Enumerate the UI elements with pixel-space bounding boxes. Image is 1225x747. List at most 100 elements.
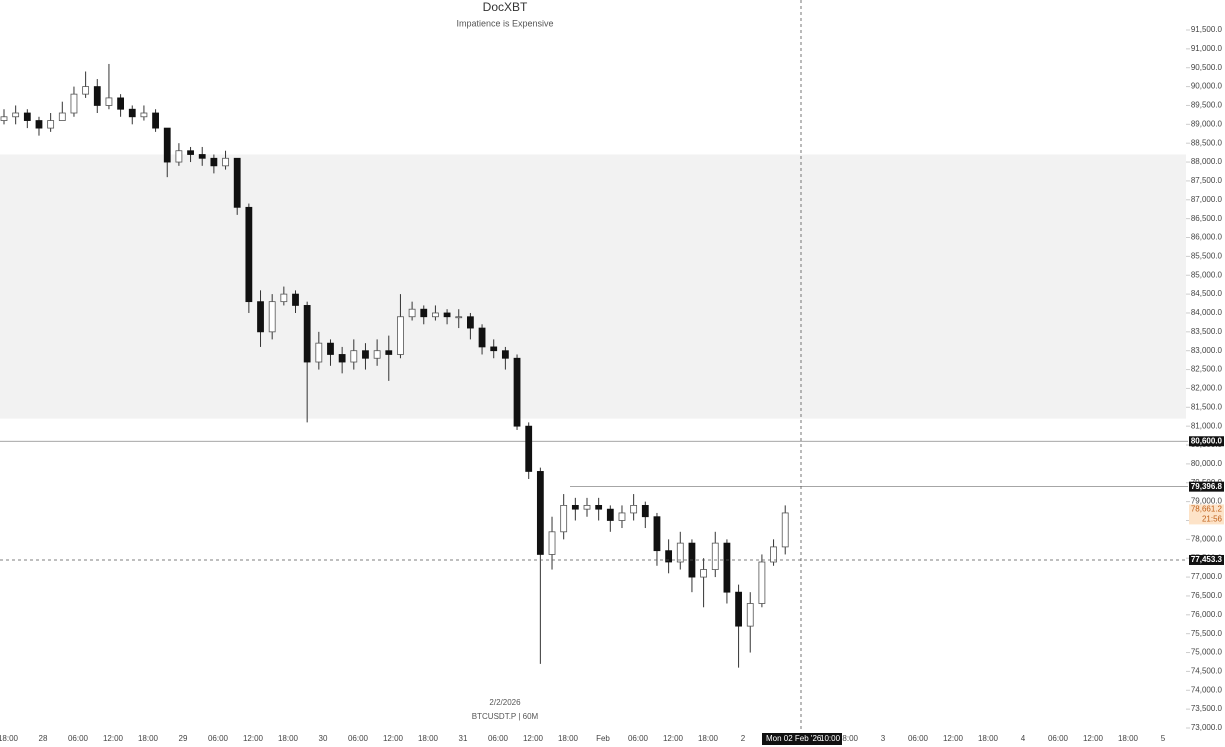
x-tick-label: 4 bbox=[1021, 734, 1026, 743]
x-tick-label: 12:00 bbox=[103, 734, 124, 743]
y-tick-label: 81,000.0 bbox=[1191, 421, 1223, 430]
y-tick-label: 87,500.0 bbox=[1191, 176, 1223, 185]
candle-body bbox=[117, 97, 124, 110]
level-box bbox=[1189, 436, 1224, 447]
candle-body bbox=[641, 504, 649, 518]
candle-body bbox=[23, 112, 31, 121]
candle-body bbox=[210, 157, 218, 167]
candle-body bbox=[163, 127, 171, 163]
x-tick-label: Feb bbox=[596, 734, 610, 743]
y-tick-label: 75,500.0 bbox=[1191, 629, 1223, 638]
y-tick-label: 80,000.0 bbox=[1191, 459, 1223, 468]
x-tick-label: 18:00 bbox=[558, 734, 579, 743]
y-tick-label: 77,000.0 bbox=[1191, 572, 1223, 581]
y-tick-label: 84,500.0 bbox=[1191, 289, 1223, 298]
candle-body bbox=[140, 112, 148, 118]
crosshair-price-label: 77,453.3 bbox=[1191, 555, 1223, 564]
x-tick-label: 06:00 bbox=[348, 734, 369, 743]
y-tick-label: 91,000.0 bbox=[1191, 44, 1223, 53]
y-tick-label: 83,000.0 bbox=[1191, 346, 1223, 355]
candle-body bbox=[443, 312, 451, 318]
y-tick-label: 83,500.0 bbox=[1191, 327, 1223, 336]
candle-body bbox=[536, 471, 544, 555]
y-tick-label: 88,500.0 bbox=[1191, 138, 1223, 147]
candle-body bbox=[665, 550, 673, 563]
candle-body bbox=[58, 112, 66, 121]
y-tick-label: 89,000.0 bbox=[1191, 119, 1223, 128]
candle-body bbox=[373, 350, 381, 359]
candle-body bbox=[303, 305, 311, 363]
candle-body bbox=[758, 561, 766, 604]
x-tick-label: 12:00 bbox=[663, 734, 684, 743]
zone bbox=[0, 154, 1186, 419]
candle-body bbox=[12, 112, 20, 118]
candle-body bbox=[327, 342, 334, 355]
y-tick-label: 75,000.0 bbox=[1191, 648, 1223, 657]
x-tick-label: 31 bbox=[459, 734, 468, 743]
crosshair-time: 10:00 bbox=[820, 734, 841, 743]
candle-body bbox=[513, 357, 521, 427]
x-tick-label: 18:00 bbox=[0, 734, 19, 743]
x-tick-label: 18:00 bbox=[138, 734, 159, 743]
x-tick-label: 06:00 bbox=[908, 734, 929, 743]
candle-body bbox=[233, 157, 241, 208]
candle-body bbox=[47, 120, 55, 129]
candle-body bbox=[432, 312, 439, 318]
candle-body bbox=[280, 293, 288, 303]
candle-body bbox=[292, 293, 299, 306]
y-tick-label: 76,000.0 bbox=[1191, 610, 1223, 619]
x-tick-label: 3 bbox=[881, 734, 886, 743]
candle-body bbox=[501, 350, 509, 359]
candle-body bbox=[548, 531, 556, 555]
candle-body bbox=[595, 504, 603, 510]
y-tick-label: 90,500.0 bbox=[1191, 63, 1223, 72]
y-tick-label: 79,000.0 bbox=[1191, 497, 1223, 506]
candle-body bbox=[676, 542, 684, 563]
y-tick-label: 76,500.0 bbox=[1191, 591, 1223, 600]
y-tick-label: 74,000.0 bbox=[1191, 685, 1223, 694]
crosshair-date-box bbox=[762, 733, 842, 745]
y-tick-label: 81,500.0 bbox=[1191, 402, 1223, 411]
candle-body bbox=[128, 108, 136, 118]
candle-body bbox=[93, 86, 101, 106]
candle-body bbox=[0, 116, 8, 121]
candle-body bbox=[397, 316, 404, 355]
x-tick-label: 2 bbox=[741, 734, 746, 743]
candle-body bbox=[35, 120, 43, 129]
x-tick-label: 06:00 bbox=[488, 734, 509, 743]
y-tick-label: 82,500.0 bbox=[1191, 365, 1223, 374]
candle-body bbox=[653, 516, 661, 552]
y-tick-label: 86,500.0 bbox=[1191, 214, 1223, 223]
x-tick-label: 12:00 bbox=[523, 734, 544, 743]
x-tick-label: 5 bbox=[1161, 734, 1166, 743]
x-tick-label: 29 bbox=[179, 734, 188, 743]
candle-body bbox=[781, 512, 789, 548]
candle-body bbox=[105, 97, 113, 106]
last-price-label: 78,661.2 bbox=[1191, 505, 1223, 514]
candle-body bbox=[490, 346, 498, 352]
candle-body bbox=[700, 569, 707, 578]
candle-body bbox=[571, 504, 579, 510]
date-label: 2/2/2026 bbox=[489, 698, 521, 707]
candle-body bbox=[385, 350, 393, 355]
y-tick-label: 73,000.0 bbox=[1191, 723, 1223, 732]
x-tick-label: 18:00 bbox=[278, 734, 299, 743]
y-tick-label: 73,500.0 bbox=[1191, 704, 1223, 713]
candle-body bbox=[525, 425, 533, 472]
y-tick-label: 85,500.0 bbox=[1191, 251, 1223, 260]
candle-body bbox=[82, 86, 90, 95]
x-tick-label: 12:00 bbox=[383, 734, 404, 743]
candle-body bbox=[746, 603, 754, 627]
y-tick-label: 74,500.0 bbox=[1191, 667, 1223, 676]
candle-body bbox=[338, 354, 346, 363]
x-tick-label: 18:00 bbox=[418, 734, 439, 743]
candle-body bbox=[350, 350, 358, 363]
y-tick-label: 88,000.0 bbox=[1191, 157, 1223, 166]
y-tick-label: 84,000.0 bbox=[1191, 308, 1223, 317]
candle-body bbox=[618, 512, 626, 521]
y-tick-label: 90,000.0 bbox=[1191, 82, 1223, 91]
candle-body bbox=[420, 308, 428, 318]
candle-body bbox=[770, 546, 777, 563]
candle-body bbox=[152, 112, 159, 129]
